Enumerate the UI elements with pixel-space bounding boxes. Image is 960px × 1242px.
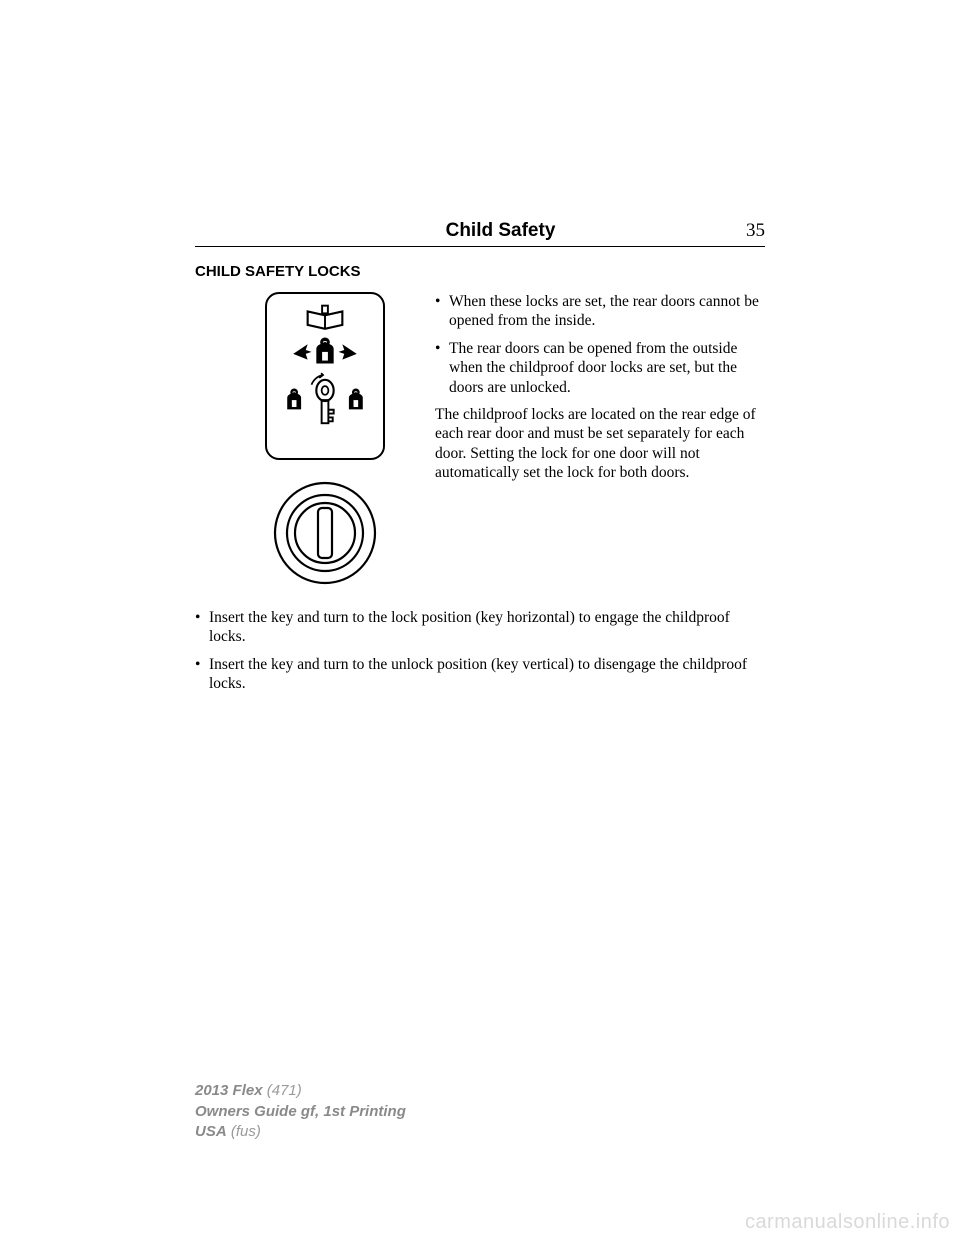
section-heading: CHILD SAFETY LOCKS [195, 263, 765, 280]
watermark: carmanualsonline.info [745, 1211, 950, 1234]
bullet-item: The rear doors can be opened from the ou… [435, 339, 765, 397]
footer-region-code: (fus) [231, 1123, 261, 1140]
bullet-item: Insert the key and turn to the lock posi… [195, 608, 765, 647]
footer-guide: Owners Guide gf, 1st Printing [195, 1102, 406, 1122]
page-footer: 2013 Flex (471) Owners Guide gf, 1st Pri… [195, 1081, 406, 1142]
footer-code: (471) [267, 1082, 302, 1099]
child-lock-label-illustration [265, 292, 385, 460]
footer-model: 2013 Flex [195, 1082, 263, 1099]
page-number: 35 [746, 220, 765, 242]
paragraph: The childproof locks are located on the … [435, 405, 765, 483]
bullet-item: Insert the key and turn to the unlock po… [195, 655, 765, 694]
bullet-item: When these locks are set, the rear doors… [435, 292, 765, 331]
full-width-bullets: Insert the key and turn to the lock posi… [195, 608, 765, 694]
illustration-column [195, 292, 415, 588]
page-header: Child Safety 35 [195, 220, 765, 247]
footer-region: USA [195, 1123, 227, 1140]
right-text-column: When these locks are set, the rear doors… [435, 292, 765, 588]
lock-cylinder-illustration [270, 478, 380, 588]
header-title: Child Safety [195, 220, 746, 242]
